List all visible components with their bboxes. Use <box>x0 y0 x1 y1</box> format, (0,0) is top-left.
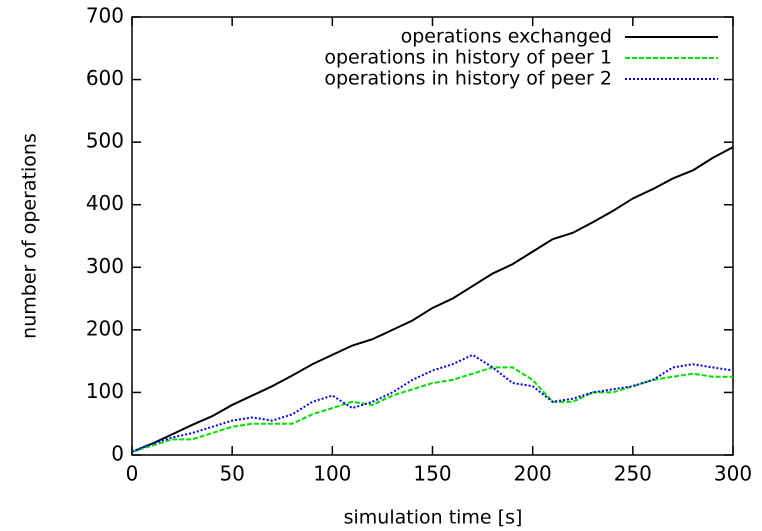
legend-label: operations in history of peer 1 <box>324 47 612 69</box>
y-tick-label: 100 <box>86 379 124 403</box>
y-tick-label: 700 <box>86 4 124 28</box>
x-tick-label: 100 <box>313 462 351 486</box>
y-tick-label: 400 <box>86 191 124 215</box>
legend-label: operations exchanged <box>401 26 612 48</box>
series-line <box>131 353 734 453</box>
x-tick-label: 300 <box>714 462 752 486</box>
y-tick-label: 200 <box>86 316 124 340</box>
y-tick-label: 600 <box>86 66 124 90</box>
y-tick-label: 500 <box>86 129 124 153</box>
x-tick-label: 0 <box>126 462 139 486</box>
y-tick-label: 300 <box>86 254 124 278</box>
x-axis-label: simulation time [s] <box>344 507 523 529</box>
y-axis-label: number of operations <box>19 133 41 339</box>
legend-label: operations in history of peer 2 <box>324 68 612 90</box>
x-tick-label: 250 <box>614 462 652 486</box>
series-line <box>131 366 733 453</box>
x-tick-label: 200 <box>514 462 552 486</box>
x-tick-label: 50 <box>219 462 244 486</box>
y-tick-label: 0 <box>111 442 124 466</box>
x-tick-label: 150 <box>413 462 451 486</box>
series-line <box>131 146 734 453</box>
